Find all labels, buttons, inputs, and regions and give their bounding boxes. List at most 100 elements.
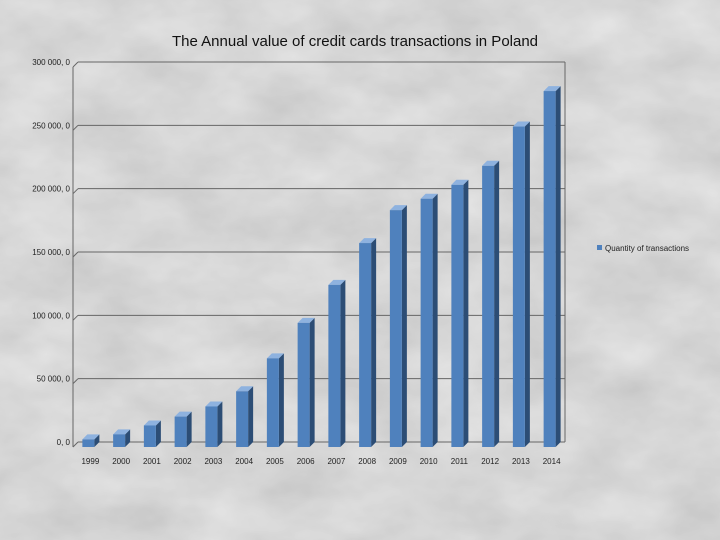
bar-side bbox=[494, 160, 500, 448]
bar-face bbox=[512, 126, 525, 448]
bar-side bbox=[371, 238, 377, 447]
bar-side bbox=[401, 205, 407, 447]
bar-top bbox=[359, 238, 377, 244]
y-tick-label: 150 000, 0 bbox=[32, 248, 70, 257]
bar bbox=[266, 353, 284, 447]
y-tick-label: 0, 0 bbox=[57, 438, 71, 447]
y-tick-label: 300 000, 0 bbox=[32, 58, 70, 67]
x-tick-label: 2007 bbox=[327, 457, 345, 466]
x-tick-label: 2002 bbox=[174, 457, 192, 466]
x-tick-label: 2004 bbox=[235, 457, 253, 466]
bar bbox=[236, 386, 254, 447]
x-tick-label: 2010 bbox=[420, 457, 438, 466]
bar-top bbox=[236, 386, 254, 392]
bar-side bbox=[463, 179, 469, 448]
bar bbox=[359, 238, 377, 447]
chart-title: The Annual value of credit cards transac… bbox=[172, 33, 538, 50]
bar-top bbox=[297, 317, 315, 323]
bar-face bbox=[113, 434, 126, 447]
x-tick-label: 1999 bbox=[81, 457, 99, 466]
legend: Quantity of transactions bbox=[597, 244, 689, 253]
bar-side bbox=[555, 86, 561, 448]
x-tick-label: 2008 bbox=[358, 457, 376, 466]
bar-side bbox=[186, 411, 192, 447]
grid-line-depth bbox=[72, 188, 79, 195]
bar-top bbox=[113, 429, 131, 435]
bar-face bbox=[82, 439, 95, 447]
bar-side bbox=[125, 429, 131, 447]
bar-top bbox=[205, 401, 223, 407]
y-tick-label: 100 000, 0 bbox=[32, 311, 70, 320]
bar-series bbox=[82, 86, 561, 448]
x-tick-label: 2000 bbox=[112, 457, 130, 466]
bar-top bbox=[451, 179, 469, 185]
bar-top bbox=[482, 160, 500, 166]
bar-side bbox=[155, 420, 161, 447]
x-axis-ticks: 1999 2000 2001 2002 2003 2004 2005 2006 2007 2008… bbox=[81, 457, 561, 466]
grid-line-depth bbox=[72, 124, 79, 131]
grid-line-depth bbox=[72, 314, 79, 321]
bar-top bbox=[543, 86, 561, 92]
bar bbox=[328, 279, 346, 447]
bar-top bbox=[512, 121, 530, 127]
bar-face bbox=[359, 243, 372, 447]
bar-side bbox=[340, 279, 346, 447]
grid-line-depth bbox=[72, 378, 79, 385]
bar bbox=[143, 420, 161, 447]
y-axis-ticks: 0, 0 50 000, 0 100 000, 0 150 000, 0 200 000… bbox=[32, 58, 70, 447]
bar-top bbox=[266, 353, 284, 359]
bar-face bbox=[143, 425, 156, 447]
bar bbox=[297, 317, 315, 447]
bar bbox=[113, 429, 131, 447]
bar bbox=[543, 86, 561, 448]
bar-face bbox=[420, 198, 433, 447]
bar-face bbox=[482, 165, 495, 448]
bar-side bbox=[309, 317, 315, 447]
bar bbox=[174, 411, 192, 447]
bar-top bbox=[420, 193, 438, 199]
bar-top bbox=[143, 420, 161, 426]
bar-side bbox=[278, 353, 284, 447]
x-tick-label: 2011 bbox=[451, 457, 469, 466]
grid-line-depth bbox=[72, 441, 79, 448]
x-tick-label: 2013 bbox=[512, 457, 530, 466]
bar bbox=[451, 179, 469, 448]
bar bbox=[82, 434, 100, 447]
bar-side bbox=[524, 121, 530, 448]
bar-top bbox=[174, 411, 192, 417]
bar-face bbox=[328, 284, 341, 447]
grid-line-depth bbox=[72, 251, 79, 258]
x-tick-label: 2014 bbox=[543, 457, 561, 466]
bar-face bbox=[297, 322, 310, 447]
bar-side bbox=[217, 401, 223, 447]
bar-side bbox=[94, 434, 100, 447]
legend-label: Quantity of transactions bbox=[605, 244, 689, 253]
y-tick-label: 250 000, 0 bbox=[32, 121, 70, 130]
bar-side bbox=[248, 386, 254, 447]
y-tick-label: 50 000, 0 bbox=[37, 375, 71, 384]
bar-face bbox=[205, 406, 218, 447]
bar-face bbox=[451, 184, 464, 448]
x-tick-label: 2006 bbox=[297, 457, 315, 466]
x-tick-label: 2009 bbox=[389, 457, 407, 466]
bar bbox=[205, 401, 223, 447]
x-tick-label: 2003 bbox=[204, 457, 222, 466]
x-tick-label: 2012 bbox=[481, 457, 499, 466]
bar-face bbox=[236, 391, 249, 447]
x-tick-label: 2001 bbox=[143, 457, 161, 466]
x-tick-label: 2005 bbox=[266, 457, 284, 466]
bar-top bbox=[389, 205, 407, 211]
bar-top bbox=[82, 434, 100, 440]
legend-swatch bbox=[597, 245, 602, 250]
bar bbox=[482, 160, 500, 448]
bar-face bbox=[543, 91, 556, 448]
bar bbox=[389, 205, 407, 447]
bar-side bbox=[432, 193, 438, 447]
bar-face bbox=[389, 210, 402, 447]
bar bbox=[420, 193, 438, 447]
grid-line-depth bbox=[72, 61, 79, 68]
bar-face bbox=[174, 416, 187, 447]
bar-top bbox=[328, 279, 346, 285]
